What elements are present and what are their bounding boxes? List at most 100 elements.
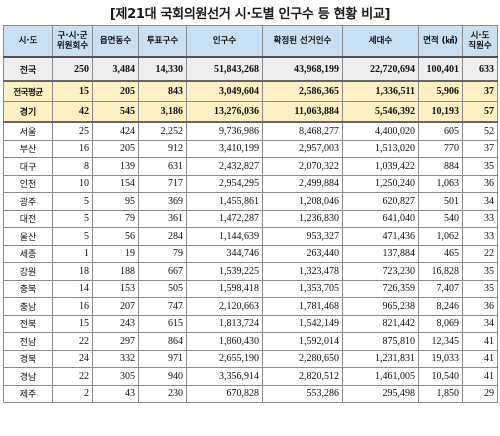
value-cell: 36 xyxy=(462,174,498,193)
region-cell: 전국평균 xyxy=(3,80,53,102)
value-cell: 3,356,914 xyxy=(186,367,263,386)
region-cell: 대구 xyxy=(3,157,53,176)
value-cell: 5 xyxy=(52,192,93,211)
value-cell: 22 xyxy=(462,244,498,263)
value-cell: 95 xyxy=(92,192,139,211)
value-cell: 912 xyxy=(138,139,187,158)
value-cell: 51,843,268 xyxy=(186,56,263,82)
table-row: 울산 5 56 284 1,144,639 953,327 471,436 1,062 33 xyxy=(3,227,498,246)
value-cell: 16 xyxy=(52,297,93,316)
table-row: 전북 15 243 615 1,813,724 1,542,149 821,442 8,069… xyxy=(3,314,498,333)
value-cell: 1,542,149 xyxy=(262,314,343,333)
value-cell: 424 xyxy=(92,121,139,141)
value-cell: 230 xyxy=(138,384,187,403)
value-cell: 36 xyxy=(462,297,498,316)
value-cell: 11,063,884 xyxy=(262,101,343,123)
value-cell: 139 xyxy=(92,157,139,176)
value-cell: 5 xyxy=(52,227,93,246)
region-cell: 전국 xyxy=(3,56,53,82)
col-header-committees: 구·시·군 위원회수 xyxy=(52,25,93,58)
value-cell: 770 xyxy=(418,139,463,158)
value-cell: 1,539,225 xyxy=(186,262,263,281)
table-row: 충남 16 207 747 2,120,663 1,781,468 965,238 8,246… xyxy=(3,297,498,316)
value-cell: 34 xyxy=(462,192,498,211)
value-cell: 8,246 xyxy=(418,297,463,316)
region-cell: 세종 xyxy=(3,244,53,263)
table-row: 부산 16 205 912 3,410,199 2,957,003 1,513,020 770… xyxy=(3,139,498,158)
value-cell: 2,499,884 xyxy=(262,174,343,193)
value-cell: 43,968,199 xyxy=(262,56,343,82)
header-row: 시·도 구·시·군 위원회수 읍면동수 투표구수 인구수 확정된 선거인수 세대… xyxy=(3,25,498,58)
value-cell: 16,828 xyxy=(418,262,463,281)
value-cell: 605 xyxy=(418,121,463,141)
value-cell: 2,432,827 xyxy=(186,157,263,176)
region-cell: 광주 xyxy=(3,192,53,211)
value-cell: 250 xyxy=(52,56,93,82)
value-cell: 471,436 xyxy=(342,227,419,246)
value-cell: 864 xyxy=(138,332,187,351)
value-cell: 1,250,240 xyxy=(342,174,419,193)
value-cell: 1,231,831 xyxy=(342,349,419,368)
value-cell: 284 xyxy=(138,227,187,246)
value-cell: 15 xyxy=(52,314,93,333)
value-cell: 1,592,014 xyxy=(262,332,343,351)
value-cell: 207 xyxy=(92,297,139,316)
value-cell: 615 xyxy=(138,314,187,333)
value-cell: 1,513,020 xyxy=(342,139,419,158)
col-header-polling-districts: 투표구수 xyxy=(138,25,187,58)
value-cell: 79 xyxy=(138,244,187,263)
table-row: 광주 5 95 369 1,455,861 1,208,046 620,827 501 34 xyxy=(3,192,498,211)
value-cell: 1,063 xyxy=(418,174,463,193)
value-cell: 243 xyxy=(92,314,139,333)
value-cell: 505 xyxy=(138,279,187,298)
value-cell: 641,040 xyxy=(342,209,419,228)
value-cell: 332 xyxy=(92,349,139,368)
value-cell: 3,410,199 xyxy=(186,139,263,158)
value-cell: 1,208,046 xyxy=(262,192,343,211)
value-cell: 1,781,468 xyxy=(262,297,343,316)
value-cell: 553,286 xyxy=(262,384,343,403)
value-cell: 24 xyxy=(52,349,93,368)
value-cell: 35 xyxy=(462,157,498,176)
table-row: 인천 10 154 717 2,954,295 2,499,884 1,250,240 1,0… xyxy=(3,174,498,193)
col-header-region: 시·도 xyxy=(3,25,53,58)
value-cell: 3,049,604 xyxy=(186,80,263,102)
value-cell: 1,850 xyxy=(418,384,463,403)
region-cell: 강원 xyxy=(3,262,53,281)
page-title: [제21대 국회의원선거 시·도별 인구수 등 현황 비교] xyxy=(109,7,391,22)
value-cell: 1,144,639 xyxy=(186,227,263,246)
value-cell: 10,540 xyxy=(418,367,463,386)
value-cell: 57 xyxy=(462,101,498,123)
value-cell: 5,906 xyxy=(418,80,463,102)
region-cell: 인천 xyxy=(3,174,53,193)
value-cell: 1,455,861 xyxy=(186,192,263,211)
value-cell: 7,407 xyxy=(418,279,463,298)
value-cell: 22,720,694 xyxy=(342,56,419,82)
region-cell: 경북 xyxy=(3,349,53,368)
value-cell: 1,461,005 xyxy=(342,367,419,386)
region-cell: 충남 xyxy=(3,297,53,316)
col-header-towns: 읍면동수 xyxy=(92,25,139,58)
value-cell: 545 xyxy=(92,101,139,123)
region-cell: 전남 xyxy=(3,332,53,351)
value-cell: 34 xyxy=(462,314,498,333)
value-cell: 205 xyxy=(92,139,139,158)
value-cell: 100,401 xyxy=(418,56,463,82)
value-cell: 501 xyxy=(418,192,463,211)
value-cell: 263,440 xyxy=(262,244,343,263)
value-cell: 29 xyxy=(462,384,498,403)
value-cell: 631 xyxy=(138,157,187,176)
value-cell: 37 xyxy=(462,80,498,102)
table-row: 전국 250 3,484 14,330 51,843,268 43,968,199 22,7… xyxy=(3,56,498,82)
value-cell: 965,238 xyxy=(342,297,419,316)
value-cell: 2,070,322 xyxy=(262,157,343,176)
value-cell: 667 xyxy=(138,262,187,281)
region-cell: 전북 xyxy=(3,314,53,333)
value-cell: 2,820,512 xyxy=(262,367,343,386)
value-cell: 19,033 xyxy=(418,349,463,368)
value-cell: 2 xyxy=(52,384,93,403)
value-cell: 35 xyxy=(462,279,498,298)
value-cell: 3,484 xyxy=(92,56,139,82)
value-cell: 37 xyxy=(462,139,498,158)
value-cell: 875,810 xyxy=(342,332,419,351)
